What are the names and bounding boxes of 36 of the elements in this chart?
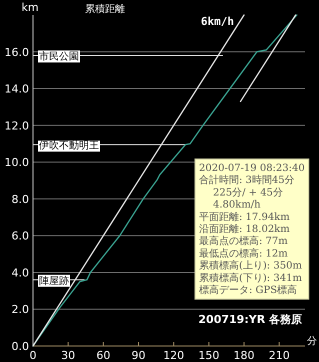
y-tick-label: 0.0: [12, 340, 29, 353]
y-axis-title: km: [21, 1, 39, 14]
annotation: 沿面距離: 18.02km: [199, 223, 290, 235]
annotation: 市民公園: [39, 50, 79, 62]
annotation: 225分/ + 45分: [213, 186, 283, 198]
annotation: 陣屋跡: [39, 274, 69, 287]
x-tick-label: 180: [234, 349, 255, 362]
x-tick-label: 30: [61, 349, 76, 362]
y-tick-label: 10.0: [4, 156, 29, 170]
y-tick-label: 12.0: [4, 119, 29, 132]
x-tick-label: 150: [198, 349, 220, 362]
y-tick-label: 16.0: [4, 46, 29, 59]
x-tick-label: 90: [132, 349, 146, 362]
x-tick-label: 120: [163, 349, 184, 362]
x-tick-label: 60: [96, 349, 110, 362]
annotation: 最高点の標高: 77m: [199, 235, 288, 248]
y-tick-label: 2.0: [12, 303, 29, 316]
annotation: 4.80km/h: [213, 200, 262, 211]
annotation: 2020-07-19 08:23:40: [199, 163, 305, 174]
annotation: 伊吹不動明王: [39, 140, 99, 152]
y-tick-label: 8.0: [12, 192, 29, 206]
annotation: 累積標高(上り): 350m: [199, 260, 302, 272]
series-label: 6km/h: [200, 15, 234, 28]
annotation: 標高データ: GPS標高: [199, 284, 298, 296]
y-tick-label: 6.0: [12, 230, 29, 243]
y-tick-label: 14.0: [4, 82, 29, 96]
x-axis-title: 分: [307, 335, 317, 347]
annotation: 累積標高(下り): 341m: [199, 272, 302, 284]
annotation: 最低点の標高: 12m: [199, 247, 288, 260]
annotation: 合計時間: 3時間45分: [199, 174, 295, 186]
x-tick-label: 210: [268, 349, 290, 362]
y-tick-label: 4.0: [12, 266, 29, 280]
x-tick-label: 0: [30, 349, 36, 362]
annotation: 200719:YR 各務原: [198, 313, 302, 326]
chart-title: 累積距離: [85, 3, 125, 15]
annotation: 平面距離: 17.94km: [199, 210, 290, 223]
